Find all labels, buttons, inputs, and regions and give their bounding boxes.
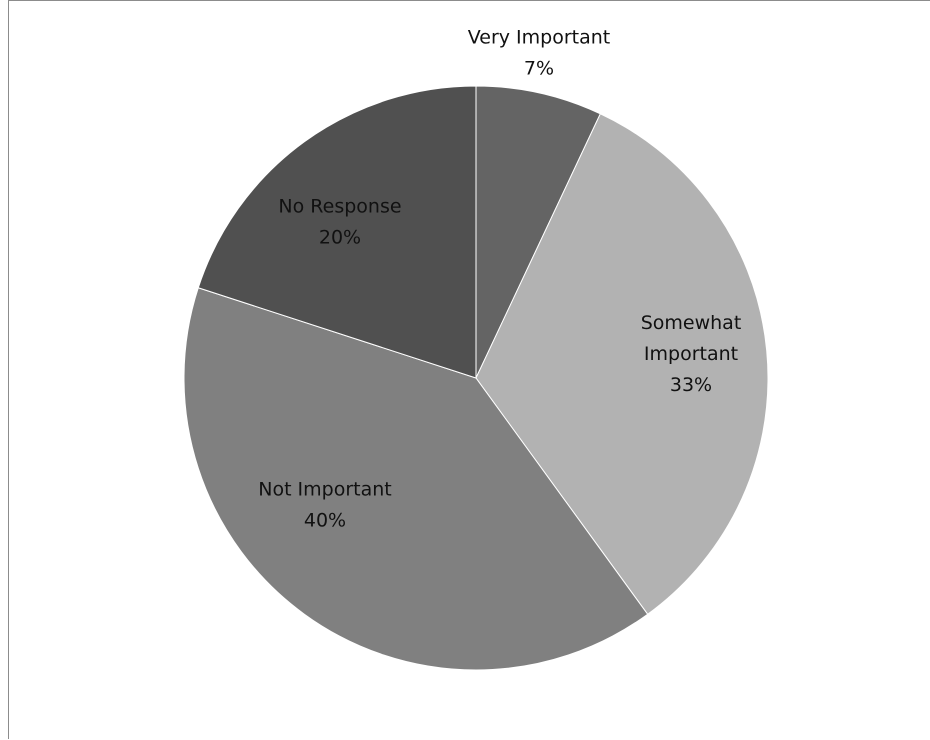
data-label-line: 33% [670,374,712,396]
pie-chart: Very Important 7% Somewhat Important 33% Not … [183,27,769,671]
pie-slice-not-important [183,287,649,671]
data-label-line: No Response [278,196,401,218]
data-label-not-important: Not Important 40% [258,479,392,532]
pie-slices [183,85,769,671]
pie-slice-very-important [475,85,601,379]
data-label-line: 20% [319,227,361,249]
pie-slice-no-response [197,85,477,379]
data-label-line: Not Important [258,479,392,501]
data-label-line: 40% [304,510,346,532]
data-label-very-important: Very Important 7% [468,27,611,80]
data-label-somewhat-important: Somewhat Important 33% [641,312,742,396]
data-label-line: Somewhat [641,312,742,334]
data-label-line: 7% [524,58,554,80]
pie-slice-somewhat-important [475,113,769,615]
chart-frame: Very Important 7% Somewhat Important 33% Not … [8,0,930,739]
data-label-line: Important [644,343,738,365]
pie-labels: Very Important 7% Somewhat Important 33% Not … [258,27,741,532]
data-label-line: Very Important [468,27,611,49]
data-label-no-response: No Response 20% [278,196,401,249]
